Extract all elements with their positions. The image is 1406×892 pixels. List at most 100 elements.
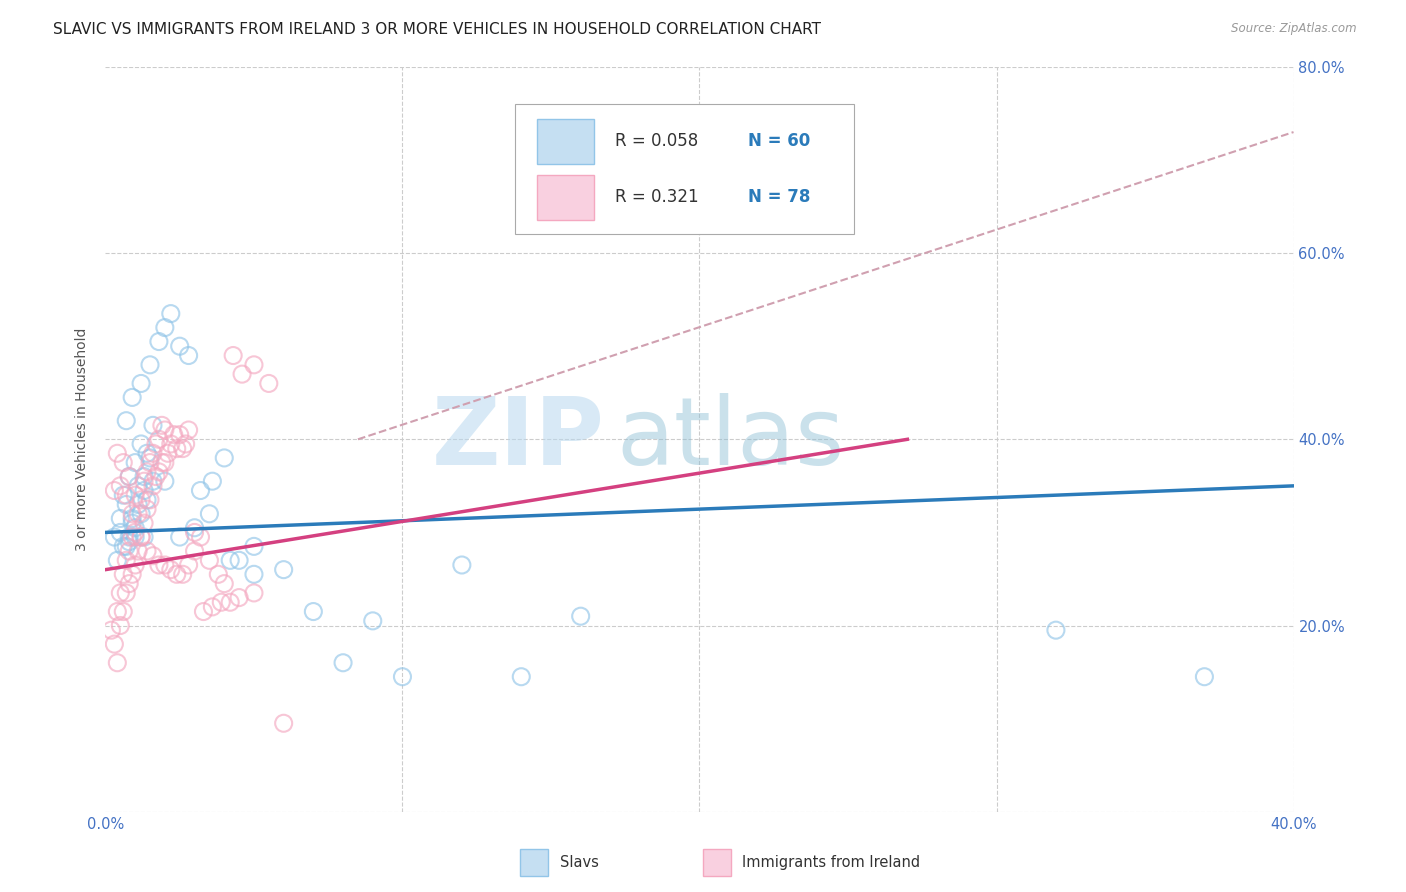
Point [273, 563, 295, 577]
Point [177, 349, 200, 363]
Point [142, 479, 165, 493]
Point [148, 465, 170, 479]
Point [115, 553, 138, 567]
Point [153, 456, 176, 470]
Point [142, 446, 165, 460]
Point [136, 446, 159, 460]
Point [231, 367, 253, 381]
Text: N = 60: N = 60 [748, 132, 810, 151]
Point [136, 502, 159, 516]
Point [159, 563, 181, 577]
Point [103, 483, 125, 498]
Point [1045, 623, 1067, 637]
Point [124, 521, 146, 535]
Point [100, 623, 122, 637]
Point [124, 488, 146, 502]
Point [121, 530, 143, 544]
Point [105, 446, 128, 460]
Point [118, 469, 141, 483]
Point [110, 525, 132, 540]
Bar [516, 104, 853, 235]
Point [136, 492, 159, 507]
Point [129, 437, 152, 451]
Point [127, 498, 149, 512]
Point [243, 567, 266, 582]
Point [201, 474, 224, 488]
Point [127, 507, 149, 521]
Point [172, 442, 194, 456]
Point [139, 456, 162, 470]
Bar [537, 119, 593, 164]
Point [207, 567, 229, 582]
Point [127, 544, 149, 558]
Point [103, 637, 125, 651]
Point [198, 507, 221, 521]
Point [748, 218, 770, 232]
Point [153, 558, 176, 572]
Y-axis label: 3 or more Vehicles in Household: 3 or more Vehicles in Household [76, 327, 90, 551]
Point [273, 716, 295, 731]
Point [159, 437, 181, 451]
Point [153, 423, 176, 437]
Text: ZIP: ZIP [432, 393, 605, 485]
Point [112, 605, 135, 619]
Bar [703, 849, 731, 876]
Point [228, 553, 250, 567]
Point [159, 307, 181, 321]
Point [169, 339, 191, 353]
Point [121, 391, 143, 405]
Point [209, 595, 232, 609]
Text: SLAVIC VS IMMIGRANTS FROM IRELAND 3 OR MORE VEHICLES IN HOUSEHOLD CORRELATION CH: SLAVIC VS IMMIGRANTS FROM IRELAND 3 OR M… [53, 22, 821, 37]
Text: N = 78: N = 78 [748, 188, 811, 206]
Point [145, 469, 167, 483]
Point [136, 544, 159, 558]
Point [183, 525, 205, 540]
Point [110, 479, 132, 493]
Point [118, 544, 141, 558]
Point [658, 171, 681, 186]
Point [124, 456, 146, 470]
Point [190, 530, 212, 544]
Point [219, 595, 242, 609]
Point [219, 553, 242, 567]
Point [172, 567, 194, 582]
Point [105, 605, 128, 619]
Point [124, 558, 146, 572]
Point [148, 433, 170, 447]
Point [201, 599, 224, 614]
Point [118, 530, 141, 544]
Point [132, 516, 155, 530]
Point [121, 516, 143, 530]
Point [153, 474, 176, 488]
Point [129, 376, 152, 391]
Point [129, 530, 152, 544]
Point [105, 656, 128, 670]
Point [177, 423, 200, 437]
Text: R = 0.058: R = 0.058 [616, 132, 699, 151]
Point [115, 586, 138, 600]
Point [112, 540, 135, 554]
Point [169, 427, 191, 442]
Point [139, 492, 162, 507]
Point [105, 553, 128, 567]
Point [118, 576, 141, 591]
Point [177, 558, 200, 572]
Point [110, 511, 132, 525]
Point [112, 488, 135, 502]
Point [332, 656, 354, 670]
Bar [537, 175, 593, 219]
Point [139, 358, 162, 372]
Point [132, 530, 155, 544]
Point [214, 576, 236, 591]
Point [124, 530, 146, 544]
Point [243, 540, 266, 554]
Point [118, 469, 141, 483]
Point [145, 437, 167, 451]
Point [183, 544, 205, 558]
Point [121, 567, 143, 582]
Text: atlas: atlas [616, 393, 845, 485]
Point [302, 605, 325, 619]
Point [257, 376, 280, 391]
Point [222, 349, 245, 363]
Point [115, 488, 138, 502]
